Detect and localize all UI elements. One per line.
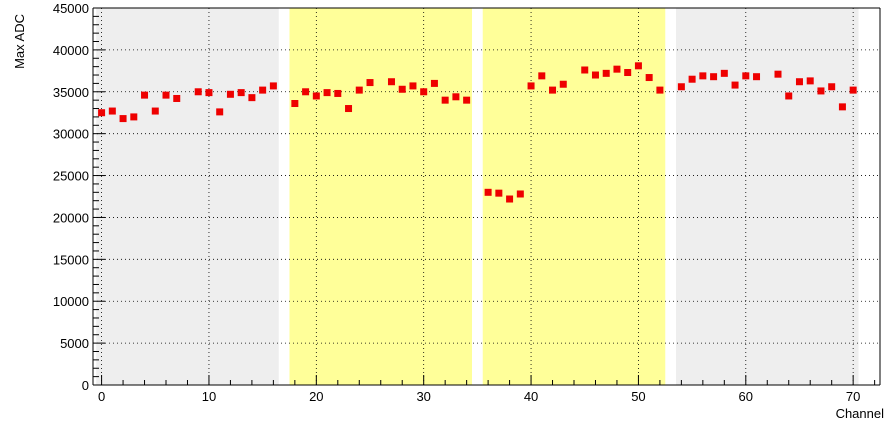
data-point-ch45 bbox=[581, 66, 589, 74]
region-band-0 bbox=[96, 8, 279, 385]
x-tick-label: 20 bbox=[309, 389, 323, 404]
y-tick-label: 35000 bbox=[53, 85, 89, 100]
data-point-ch52 bbox=[656, 86, 664, 94]
data-point-ch39 bbox=[516, 190, 524, 198]
y-tick-label: 0 bbox=[82, 378, 89, 393]
data-point-ch41 bbox=[538, 72, 546, 80]
x-tick-label: 30 bbox=[416, 389, 430, 404]
region-band-2 bbox=[482, 8, 666, 385]
data-point-ch11 bbox=[216, 108, 224, 116]
data-point-ch59 bbox=[731, 81, 739, 89]
data-point-ch6 bbox=[162, 91, 170, 99]
data-point-ch67 bbox=[817, 87, 825, 95]
data-point-ch57 bbox=[710, 73, 718, 81]
data-point-ch63 bbox=[774, 70, 782, 78]
data-point-ch70 bbox=[849, 86, 857, 94]
data-point-ch38 bbox=[506, 195, 514, 203]
data-point-ch18 bbox=[291, 100, 299, 108]
data-point-ch1 bbox=[108, 107, 116, 115]
data-point-ch31 bbox=[430, 79, 438, 87]
y-tick-label: 40000 bbox=[53, 43, 89, 58]
data-point-ch12 bbox=[226, 90, 234, 98]
data-point-ch32 bbox=[441, 96, 449, 104]
data-point-ch21 bbox=[323, 89, 331, 97]
data-point-ch37 bbox=[495, 189, 503, 197]
x-tick-label: 70 bbox=[846, 389, 860, 404]
data-point-ch4 bbox=[141, 91, 149, 99]
data-point-ch30 bbox=[420, 88, 428, 96]
data-point-ch3 bbox=[130, 113, 138, 121]
tick-marks: 0 10 20 30 40 50 60 70 0 5000 10000 15000 20000 25000… bbox=[53, 1, 876, 404]
data-point-ch19 bbox=[302, 88, 310, 96]
x-axis-title: Channel bbox=[836, 406, 885, 421]
data-point-ch15 bbox=[259, 86, 267, 94]
data-point-ch68 bbox=[828, 83, 836, 91]
region-band-3 bbox=[676, 8, 859, 385]
data-point-ch51 bbox=[645, 74, 653, 82]
data-points bbox=[98, 62, 857, 203]
data-point-ch33 bbox=[452, 93, 460, 101]
data-point-ch0 bbox=[98, 109, 106, 117]
x-tick-label: 50 bbox=[631, 389, 645, 404]
data-point-ch5 bbox=[151, 107, 159, 115]
data-point-ch10 bbox=[205, 89, 213, 97]
x-tick-label: 10 bbox=[202, 389, 216, 404]
x-tick-label: 0 bbox=[98, 389, 105, 404]
y-tick-label: 20000 bbox=[53, 210, 89, 225]
y-tick-label: 45000 bbox=[53, 1, 89, 16]
data-point-ch9 bbox=[194, 88, 202, 96]
x-tick-label: 40 bbox=[524, 389, 538, 404]
y-tick-label: 30000 bbox=[53, 127, 89, 142]
data-point-ch40 bbox=[527, 82, 535, 90]
data-point-ch34 bbox=[463, 96, 471, 104]
y-tick-label: 5000 bbox=[60, 336, 89, 351]
data-point-ch66 bbox=[806, 77, 814, 85]
data-point-ch22 bbox=[334, 89, 342, 97]
data-point-ch54 bbox=[677, 83, 685, 91]
data-point-ch29 bbox=[409, 82, 417, 90]
data-point-ch48 bbox=[613, 65, 621, 73]
data-point-ch65 bbox=[795, 78, 803, 86]
data-point-ch49 bbox=[624, 69, 632, 77]
data-point-ch47 bbox=[602, 69, 610, 77]
y-tick-label: 15000 bbox=[53, 252, 89, 267]
data-point-ch50 bbox=[634, 62, 642, 70]
y-tick-label: 25000 bbox=[53, 169, 89, 184]
data-point-ch13 bbox=[237, 89, 245, 97]
y-axis-title: Max ADC bbox=[12, 14, 27, 69]
data-point-ch58 bbox=[720, 69, 728, 77]
grid-lines bbox=[93, 8, 880, 385]
data-point-ch28 bbox=[398, 85, 406, 93]
data-point-ch46 bbox=[591, 71, 599, 79]
data-point-ch2 bbox=[119, 115, 127, 123]
data-point-ch69 bbox=[838, 103, 846, 111]
axes bbox=[92, 7, 881, 386]
data-point-ch43 bbox=[559, 80, 567, 88]
x-tick-label: 60 bbox=[739, 389, 753, 404]
data-point-ch60 bbox=[742, 72, 750, 80]
data-point-ch7 bbox=[173, 94, 181, 102]
data-point-ch20 bbox=[312, 92, 320, 100]
data-point-ch14 bbox=[248, 94, 256, 102]
data-point-ch25 bbox=[366, 79, 374, 87]
data-point-ch16 bbox=[269, 82, 277, 90]
channel-regions bbox=[96, 8, 859, 385]
y-tick-label: 10000 bbox=[53, 294, 89, 309]
data-point-ch64 bbox=[785, 92, 793, 100]
data-point-ch55 bbox=[688, 75, 696, 83]
region-band-1 bbox=[289, 8, 473, 385]
data-point-ch24 bbox=[355, 86, 363, 94]
data-point-ch23 bbox=[345, 105, 353, 113]
data-point-ch61 bbox=[753, 73, 761, 81]
data-point-ch27 bbox=[387, 78, 395, 86]
data-point-ch42 bbox=[549, 86, 557, 94]
data-point-ch56 bbox=[699, 72, 707, 80]
data-point-ch36 bbox=[484, 188, 492, 196]
